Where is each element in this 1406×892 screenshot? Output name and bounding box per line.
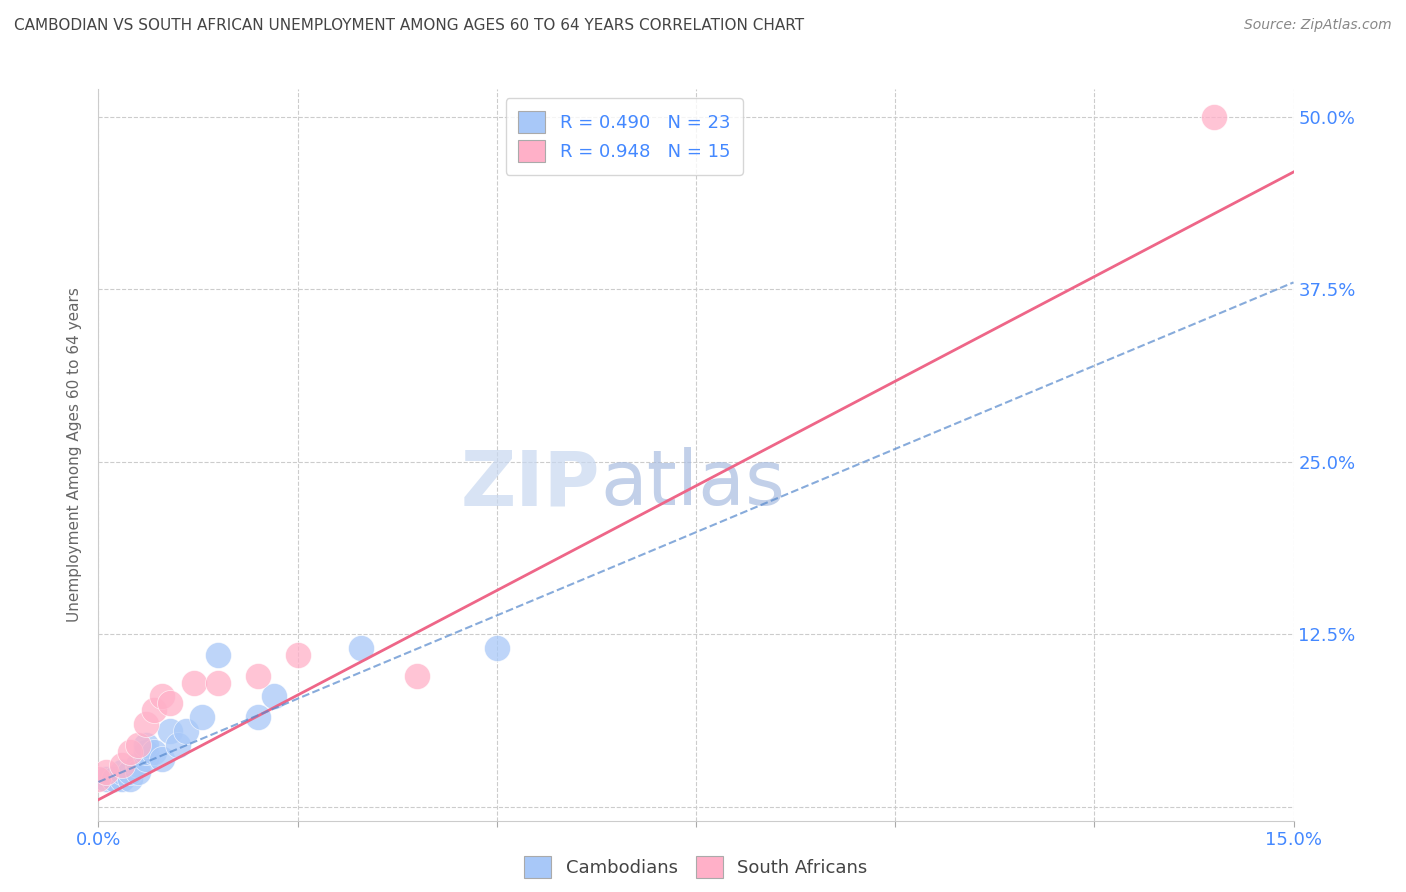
Point bbox=[406, 669, 429, 683]
Point bbox=[127, 758, 149, 772]
Y-axis label: Unemployment Among Ages 60 to 64 years: Unemployment Among Ages 60 to 64 years bbox=[67, 287, 83, 623]
Point bbox=[287, 648, 309, 662]
Point bbox=[135, 745, 157, 759]
Point bbox=[103, 772, 125, 787]
Point bbox=[96, 765, 118, 780]
Text: atlas: atlas bbox=[600, 447, 785, 521]
Point bbox=[111, 765, 134, 780]
Point bbox=[135, 717, 157, 731]
Legend: Cambodians, South Africans: Cambodians, South Africans bbox=[510, 841, 882, 892]
Point bbox=[96, 772, 118, 787]
Point bbox=[183, 675, 205, 690]
Point bbox=[150, 751, 173, 765]
Point bbox=[135, 751, 157, 765]
Point bbox=[159, 723, 181, 738]
Text: ZIP: ZIP bbox=[461, 447, 600, 521]
Point bbox=[246, 669, 269, 683]
Point bbox=[167, 738, 190, 752]
Point bbox=[246, 710, 269, 724]
Point bbox=[127, 765, 149, 780]
Point bbox=[120, 745, 142, 759]
Point bbox=[207, 675, 229, 690]
Point bbox=[1202, 110, 1225, 124]
Text: CAMBODIAN VS SOUTH AFRICAN UNEMPLOYMENT AMONG AGES 60 TO 64 YEARS CORRELATION CH: CAMBODIAN VS SOUTH AFRICAN UNEMPLOYMENT … bbox=[14, 18, 804, 33]
Point bbox=[111, 758, 134, 772]
Point bbox=[120, 765, 142, 780]
Point bbox=[350, 641, 373, 656]
Point bbox=[127, 738, 149, 752]
Point bbox=[103, 772, 125, 787]
Point bbox=[143, 745, 166, 759]
Point bbox=[111, 772, 134, 787]
Point bbox=[263, 690, 285, 704]
Text: Source: ZipAtlas.com: Source: ZipAtlas.com bbox=[1244, 18, 1392, 32]
Point bbox=[87, 772, 110, 787]
Point bbox=[191, 710, 214, 724]
Point bbox=[174, 723, 197, 738]
Point bbox=[143, 703, 166, 717]
Point bbox=[150, 690, 173, 704]
Point bbox=[120, 772, 142, 787]
Point bbox=[207, 648, 229, 662]
Point bbox=[135, 738, 157, 752]
Point bbox=[159, 696, 181, 710]
Point bbox=[485, 641, 508, 656]
